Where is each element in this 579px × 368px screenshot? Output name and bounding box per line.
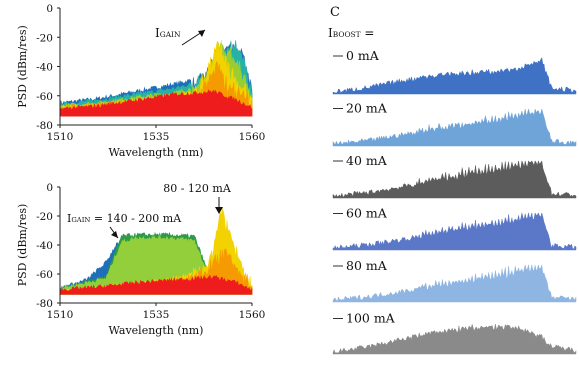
annotation-igain: IGAIN <box>155 26 181 40</box>
panel-letter-c: C <box>330 5 340 20</box>
y-tick-label: -20 <box>36 211 53 223</box>
boost-trace-80-mA <box>332 263 577 303</box>
x-axis-label: Wavelength (nm) <box>109 324 204 337</box>
arrow-head <box>111 231 118 238</box>
y-tick-label: -60 <box>36 269 53 281</box>
y-axis-label: PSD (dBm/res) <box>16 204 29 287</box>
arrow-head <box>198 30 205 37</box>
legend-label: 80 mA <box>346 258 388 273</box>
boost-trace-20-mA <box>332 108 577 147</box>
y-tick-label: -80 <box>36 298 53 310</box>
legend-label: 40 mA <box>346 153 388 168</box>
legend-label: 20 mA <box>346 101 388 116</box>
y-axis-label: PSD (dBm/res) <box>16 25 29 108</box>
boost-trace-0-mA <box>332 56 577 95</box>
series-area-6 <box>59 89 253 117</box>
arrow-head <box>215 207 223 214</box>
x-tick-label: 1560 <box>239 131 266 143</box>
x-tick-label: 1535 <box>143 131 170 143</box>
annotation-igain-range: IGAIN = 140 - 200 mA <box>67 212 182 225</box>
legend-title: IBOOST = <box>328 26 374 40</box>
y-tick-label: -40 <box>36 240 53 252</box>
x-axis-label: Wavelength (nm) <box>109 146 204 159</box>
annotation-boost-range: 80 - 120 mA <box>163 182 232 195</box>
chart-panel-c: C IBOOST = 0 mA 20 mA 40 mA 60 mA 80 mA 100 mA <box>328 5 577 355</box>
boost-trace-60-mA <box>332 211 577 251</box>
x-tick-label: 1560 <box>239 309 266 321</box>
y-tick-label: -60 <box>36 91 53 103</box>
x-tick-label: 1510 <box>47 131 74 143</box>
legend-label: 0 mA <box>346 48 380 63</box>
series-area-6 <box>59 274 253 295</box>
x-tick-label: 1535 <box>143 309 170 321</box>
y-tick-label: 0 <box>46 182 53 194</box>
legend-label: 60 mA <box>346 206 388 221</box>
boost-trace-40-mA <box>332 160 577 199</box>
x-tick-label: 1510 <box>47 309 74 321</box>
boost-trace-100-mA <box>332 323 577 355</box>
legend-label: 100 mA <box>346 311 396 326</box>
y-tick-label: 0 <box>46 3 53 15</box>
y-tick-label: -80 <box>36 120 53 132</box>
y-tick-label: -40 <box>36 62 53 74</box>
y-tick-label: -20 <box>36 32 53 44</box>
